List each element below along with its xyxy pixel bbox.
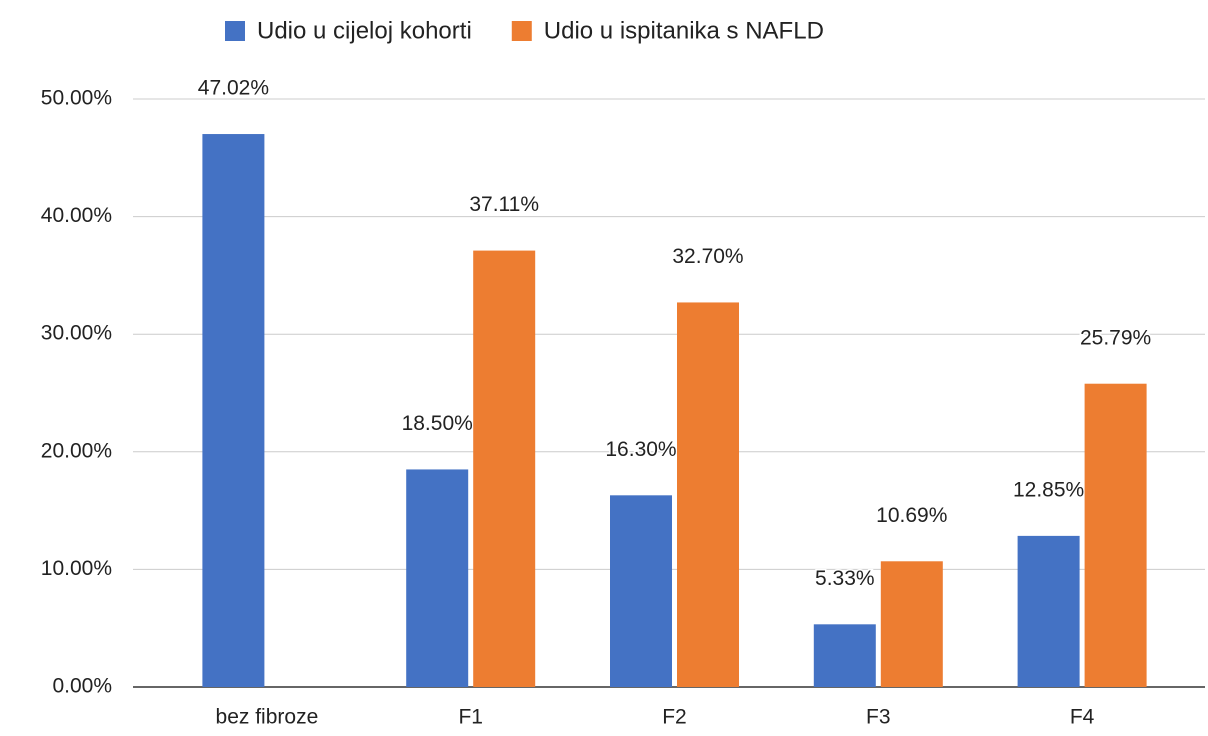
x-tick-label: bez fibroze — [216, 706, 319, 729]
value-label: 16.30% — [605, 438, 676, 461]
legend-label: Udio u cijeloj kohorti — [257, 17, 472, 44]
bar — [610, 495, 672, 687]
value-label: 12.85% — [1013, 478, 1084, 501]
legend-label: Udio u ispitanika s NAFLD — [544, 17, 824, 44]
value-label: 10.69% — [876, 504, 947, 527]
bar — [202, 134, 265, 687]
bar — [677, 302, 739, 687]
y-tick-label: 50.00% — [41, 87, 112, 110]
y-tick-label: 0.00% — [52, 675, 112, 698]
bar — [1017, 535, 1080, 687]
x-tick-label: F1 — [458, 706, 483, 729]
value-label: 47.02% — [198, 77, 269, 100]
legend: Udio u cijeloj kohorti Udio u ispitanika … — [225, 17, 824, 44]
bar — [406, 469, 469, 687]
y-tick-label: 10.00% — [41, 557, 112, 580]
bar — [473, 250, 536, 687]
x-tick-label: F4 — [1070, 706, 1095, 729]
value-label: 18.50% — [402, 412, 473, 435]
x-tick-label: F2 — [662, 706, 687, 729]
bar — [880, 561, 943, 687]
y-tick-label: 40.00% — [41, 204, 112, 227]
legend-swatch — [225, 21, 245, 41]
y-tick-label: 20.00% — [41, 439, 112, 462]
bar — [1084, 383, 1147, 687]
x-tick-label: F3 — [866, 706, 891, 729]
value-label: 25.79% — [1080, 326, 1151, 349]
value-label: 32.70% — [672, 245, 743, 268]
y-tick-label: 30.00% — [41, 322, 112, 345]
legend-swatch — [511, 21, 532, 41]
value-label: 5.33% — [815, 567, 875, 590]
bar — [813, 624, 876, 687]
value-label: 37.11% — [469, 193, 539, 216]
